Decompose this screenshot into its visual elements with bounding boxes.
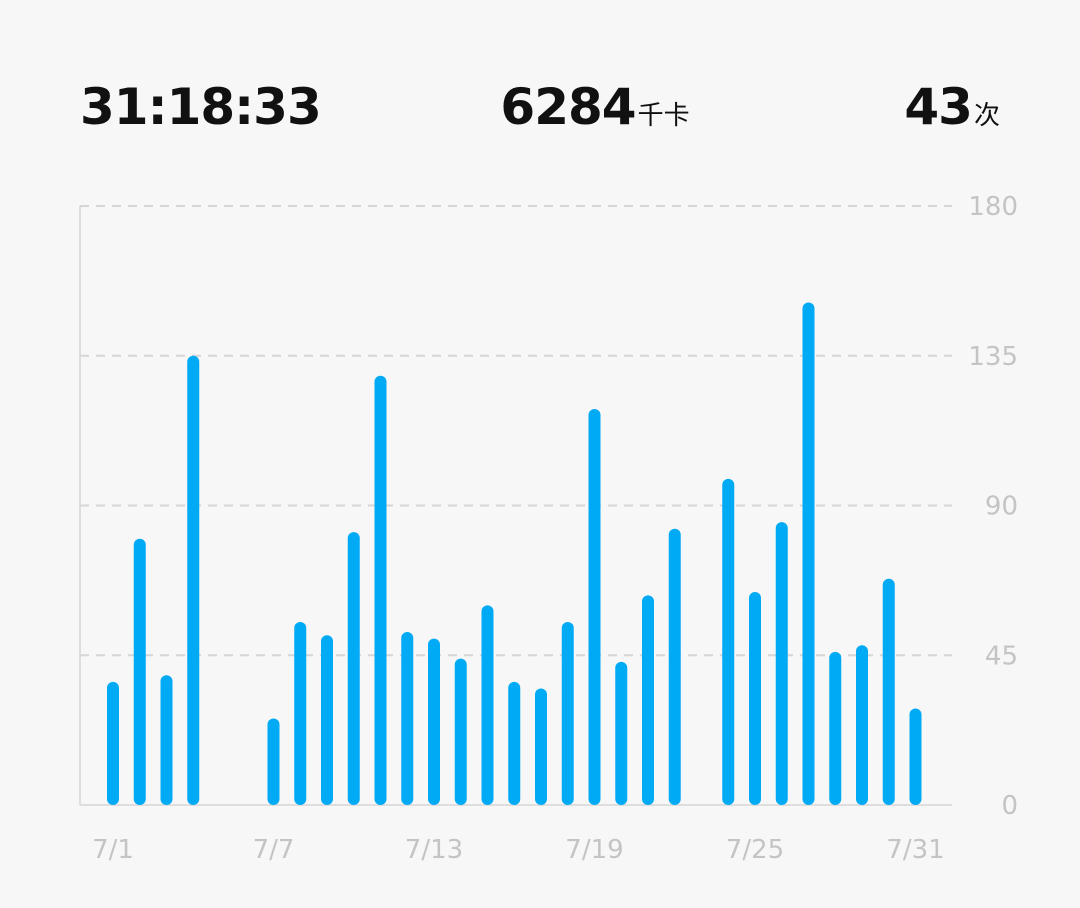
bar <box>749 592 761 805</box>
bar <box>615 661 628 805</box>
y-tick-label: 90 <box>985 492 1018 522</box>
bar <box>267 718 280 805</box>
bar <box>374 375 387 805</box>
bar <box>454 658 467 805</box>
y-tick-label: 135 <box>968 342 1018 372</box>
bar <box>856 645 868 805</box>
bar <box>775 522 788 805</box>
total-duration: 31:18:33 <box>80 78 322 136</box>
bar <box>347 532 360 805</box>
bar <box>535 688 547 805</box>
bar <box>401 631 414 805</box>
bar <box>829 651 842 805</box>
x-tick-label: 7/13 <box>405 835 463 865</box>
bar <box>588 408 601 805</box>
total-duration-value: 31:18:33 <box>80 78 322 136</box>
bar <box>107 681 119 805</box>
bar <box>508 681 521 805</box>
x-tick-label: 7/25 <box>726 835 784 865</box>
bar <box>321 635 333 805</box>
total-calories: 6284千卡 <box>0 78 1080 136</box>
bar <box>428 638 440 805</box>
bar <box>722 478 735 805</box>
x-tick-label: 7/19 <box>565 835 623 865</box>
summary-stats: 31:18:33 6284千卡 43次 <box>0 78 1080 158</box>
workout-count-unit: 次 <box>973 101 1000 131</box>
bar <box>909 708 922 805</box>
bar <box>160 675 173 805</box>
bar <box>668 528 681 805</box>
bar <box>882 578 895 805</box>
workout-count-value: 43 <box>904 78 973 136</box>
bar <box>481 605 494 805</box>
x-tick-label: 7/31 <box>886 835 944 865</box>
bar <box>294 621 307 805</box>
bar <box>187 355 200 805</box>
total-calories-value: 6284 <box>500 78 636 136</box>
y-tick-label: 45 <box>985 641 1018 671</box>
bar <box>133 538 146 805</box>
workout-count: 43次 <box>904 78 1000 136</box>
y-tick-label: 180 <box>968 192 1018 222</box>
bar <box>642 595 654 805</box>
y-tick-label: 0 <box>1001 791 1018 821</box>
x-tick-label: 7/7 <box>253 835 295 865</box>
bar <box>802 302 815 805</box>
bar <box>561 621 574 805</box>
x-tick-label: 7/1 <box>92 835 134 865</box>
total-calories-unit: 千卡 <box>637 101 690 131</box>
